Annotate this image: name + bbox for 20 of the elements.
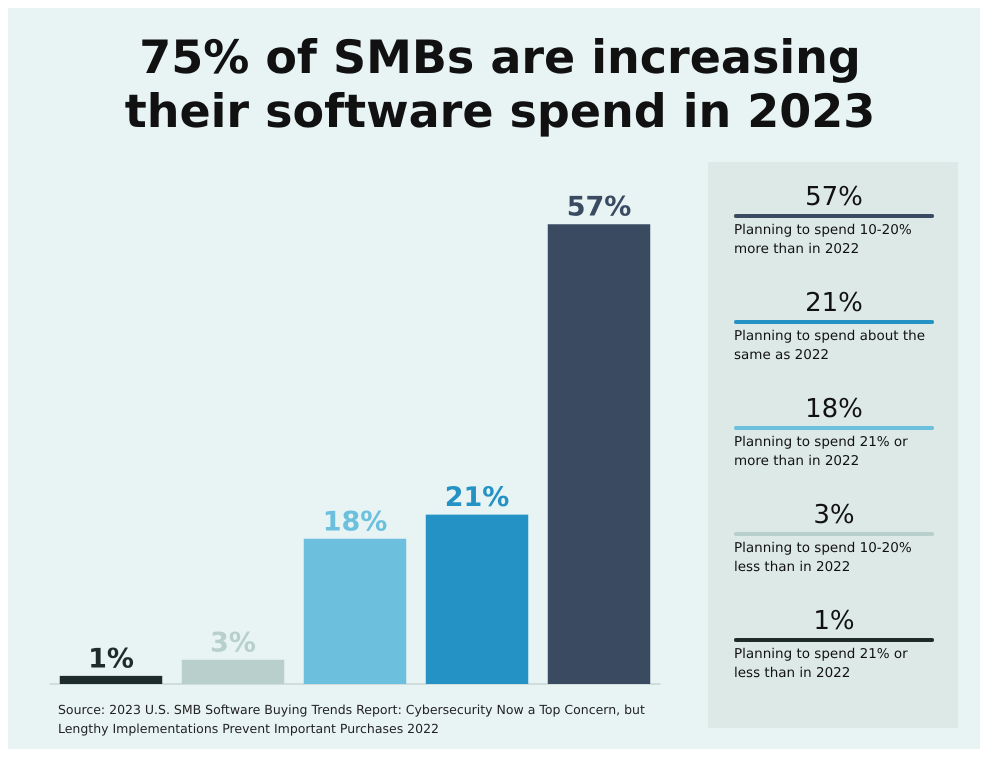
bar [60,676,162,684]
text: 21% [804,288,864,318]
text: Planning to spend about the same as 2022 [734,327,926,365]
data-label: 18% [322,506,388,538]
source-note: Source: 2023 U.S. SMB Software Buying Trends Report: Cybersecurity Now a Top Concern, but Lengthy Implementations Prevent Important Purchases 2022 [58,701,646,738]
chart-title: 75% of SMBs are increasing their software spend in 2023 [124,30,876,138]
text: 57% [804,182,864,212]
bar [304,538,406,684]
bar [548,224,650,684]
text: 3% [812,500,856,530]
text: 18% [804,394,864,424]
data-label: 21% [444,482,510,514]
text: Planning to spend 10-20% more than in 2022 [734,221,913,259]
text: Planning to spend 21% or more than in 2022 [734,433,909,471]
bar [426,514,528,684]
data-label: 57% [566,192,632,223]
data-label: 1% [88,643,134,674]
text: Planning to spend 21% or less than in 2022 [734,645,909,683]
text: Planning to spend 10-20% less than in 2022 [734,539,913,577]
text: 1% [812,606,856,636]
